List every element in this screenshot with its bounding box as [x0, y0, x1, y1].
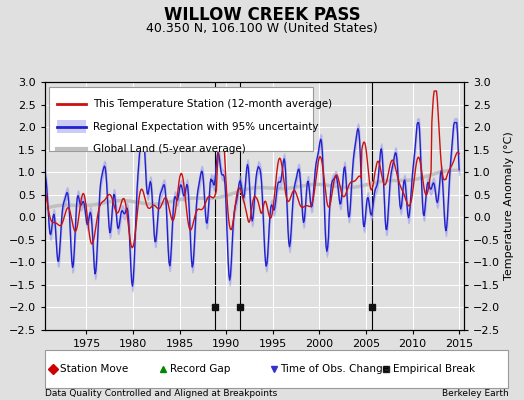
Text: Time of Obs. Change: Time of Obs. Change [280, 364, 389, 374]
Text: 40.350 N, 106.100 W (United States): 40.350 N, 106.100 W (United States) [146, 22, 378, 35]
Text: Regional Expectation with 95% uncertainty: Regional Expectation with 95% uncertaint… [93, 122, 318, 132]
Text: This Temperature Station (12-month average): This Temperature Station (12-month avera… [93, 99, 332, 109]
Text: Global Land (5-year average): Global Land (5-year average) [93, 144, 246, 154]
Text: WILLOW CREEK PASS: WILLOW CREEK PASS [163, 6, 361, 24]
Text: Data Quality Controlled and Aligned at Breakpoints: Data Quality Controlled and Aligned at B… [45, 389, 277, 398]
Bar [49, 87, 313, 152]
Text: Empirical Break: Empirical Break [393, 364, 475, 374]
Text: Berkeley Earth: Berkeley Earth [442, 389, 508, 398]
Y-axis label: Temperature Anomaly (°C): Temperature Anomaly (°C) [504, 132, 514, 280]
Text: Record Gap: Record Gap [170, 364, 231, 374]
Bar [57, 120, 86, 133]
Text: Station Move: Station Move [60, 364, 128, 374]
